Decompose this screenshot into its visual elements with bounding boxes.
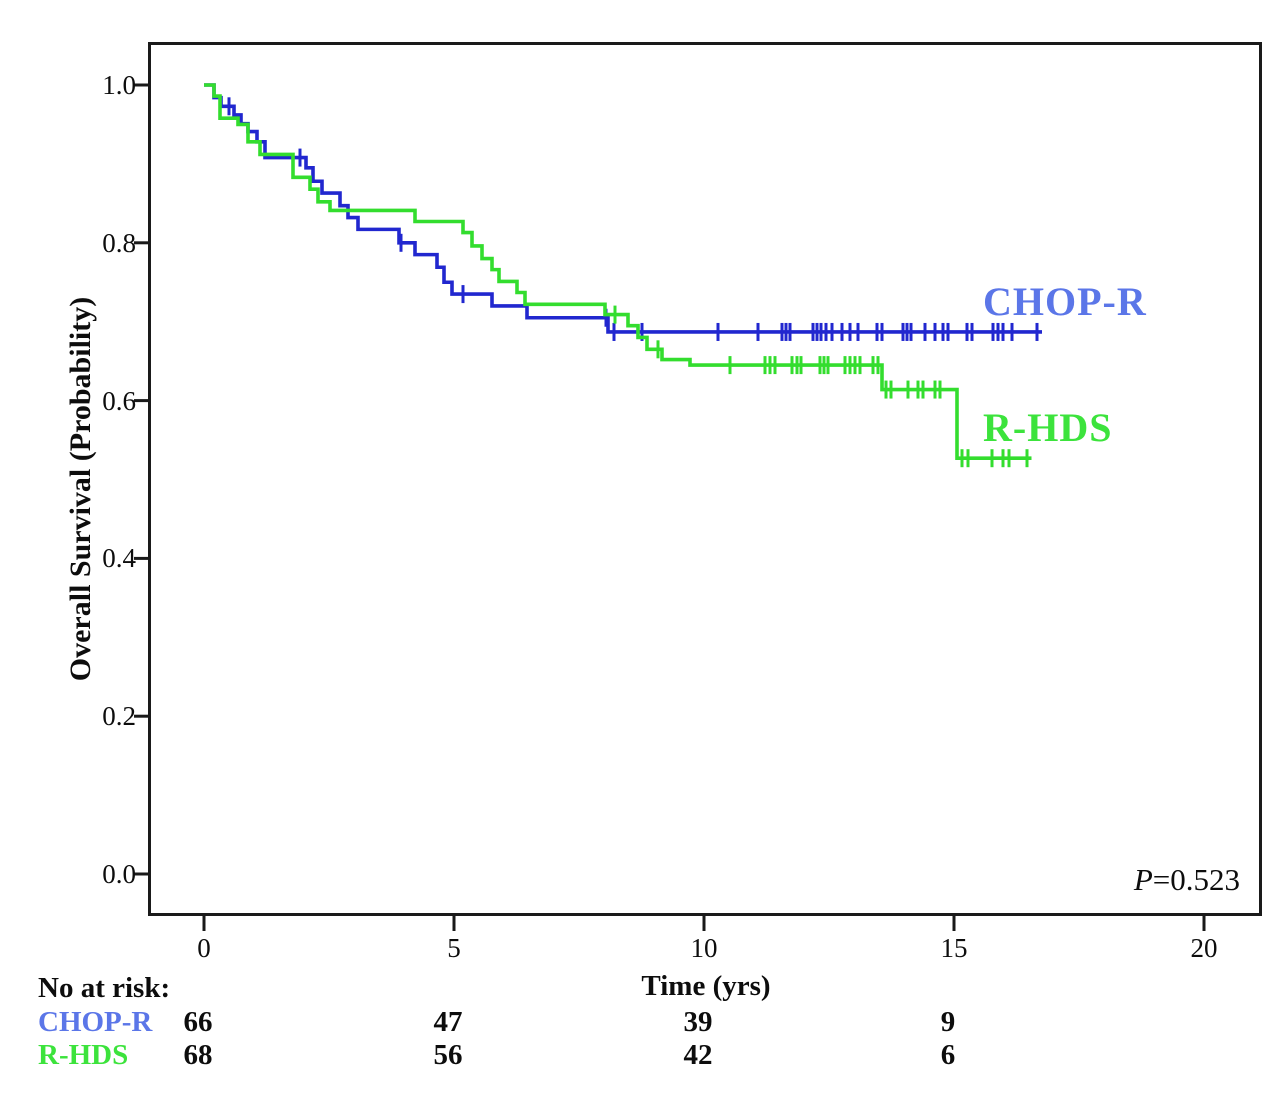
y-tick-label: 0.4 [102,543,136,574]
risk-value: 68 [183,1039,213,1071]
risk-value: 56 [433,1039,463,1071]
survival-curve-r-hds [204,83,1032,460]
y-axis-title: Overall Survival (Probability) [64,296,97,682]
y-tick-label: 0.8 [102,227,136,258]
y-tick-label: 0.6 [102,385,136,416]
y-tick-label: 0.0 [102,859,136,889]
x-tick-label: 5 [447,933,461,963]
x-tick-label: 10 [690,933,718,963]
x-tick-label: 0 [197,933,211,963]
risk-value: 9 [940,1006,956,1038]
risk-value: 47 [433,1006,463,1038]
survival-curve-chop-r [204,83,1042,334]
curve-label-r-hds: R-HDS [983,405,1113,450]
risk-value: 6 [940,1039,956,1071]
p-value-annotation: P=0.523 [1134,862,1240,898]
risk-value: 42 [683,1039,713,1071]
risk-table-title: No at risk: [38,972,171,1004]
x-tick-label: 15 [940,933,968,963]
risk-value: 39 [683,1006,713,1038]
p-value-symbol: P [1133,862,1153,897]
x-axis-label: Time (yrs) [641,970,771,1002]
risk-row-label: R-HDS [38,1039,129,1071]
x-tick-label: 20 [1190,933,1218,963]
y-tick-label: 0.2 [102,701,136,732]
y-tick-label: 1.0 [102,70,136,100]
p-value-number: =0.523 [1152,862,1240,897]
risk-row-label: CHOP-R [38,1006,153,1038]
risk-value: 66 [183,1006,213,1038]
curve-label-chop-r: CHOP-R [983,279,1147,324]
plot-frame [148,42,1262,916]
